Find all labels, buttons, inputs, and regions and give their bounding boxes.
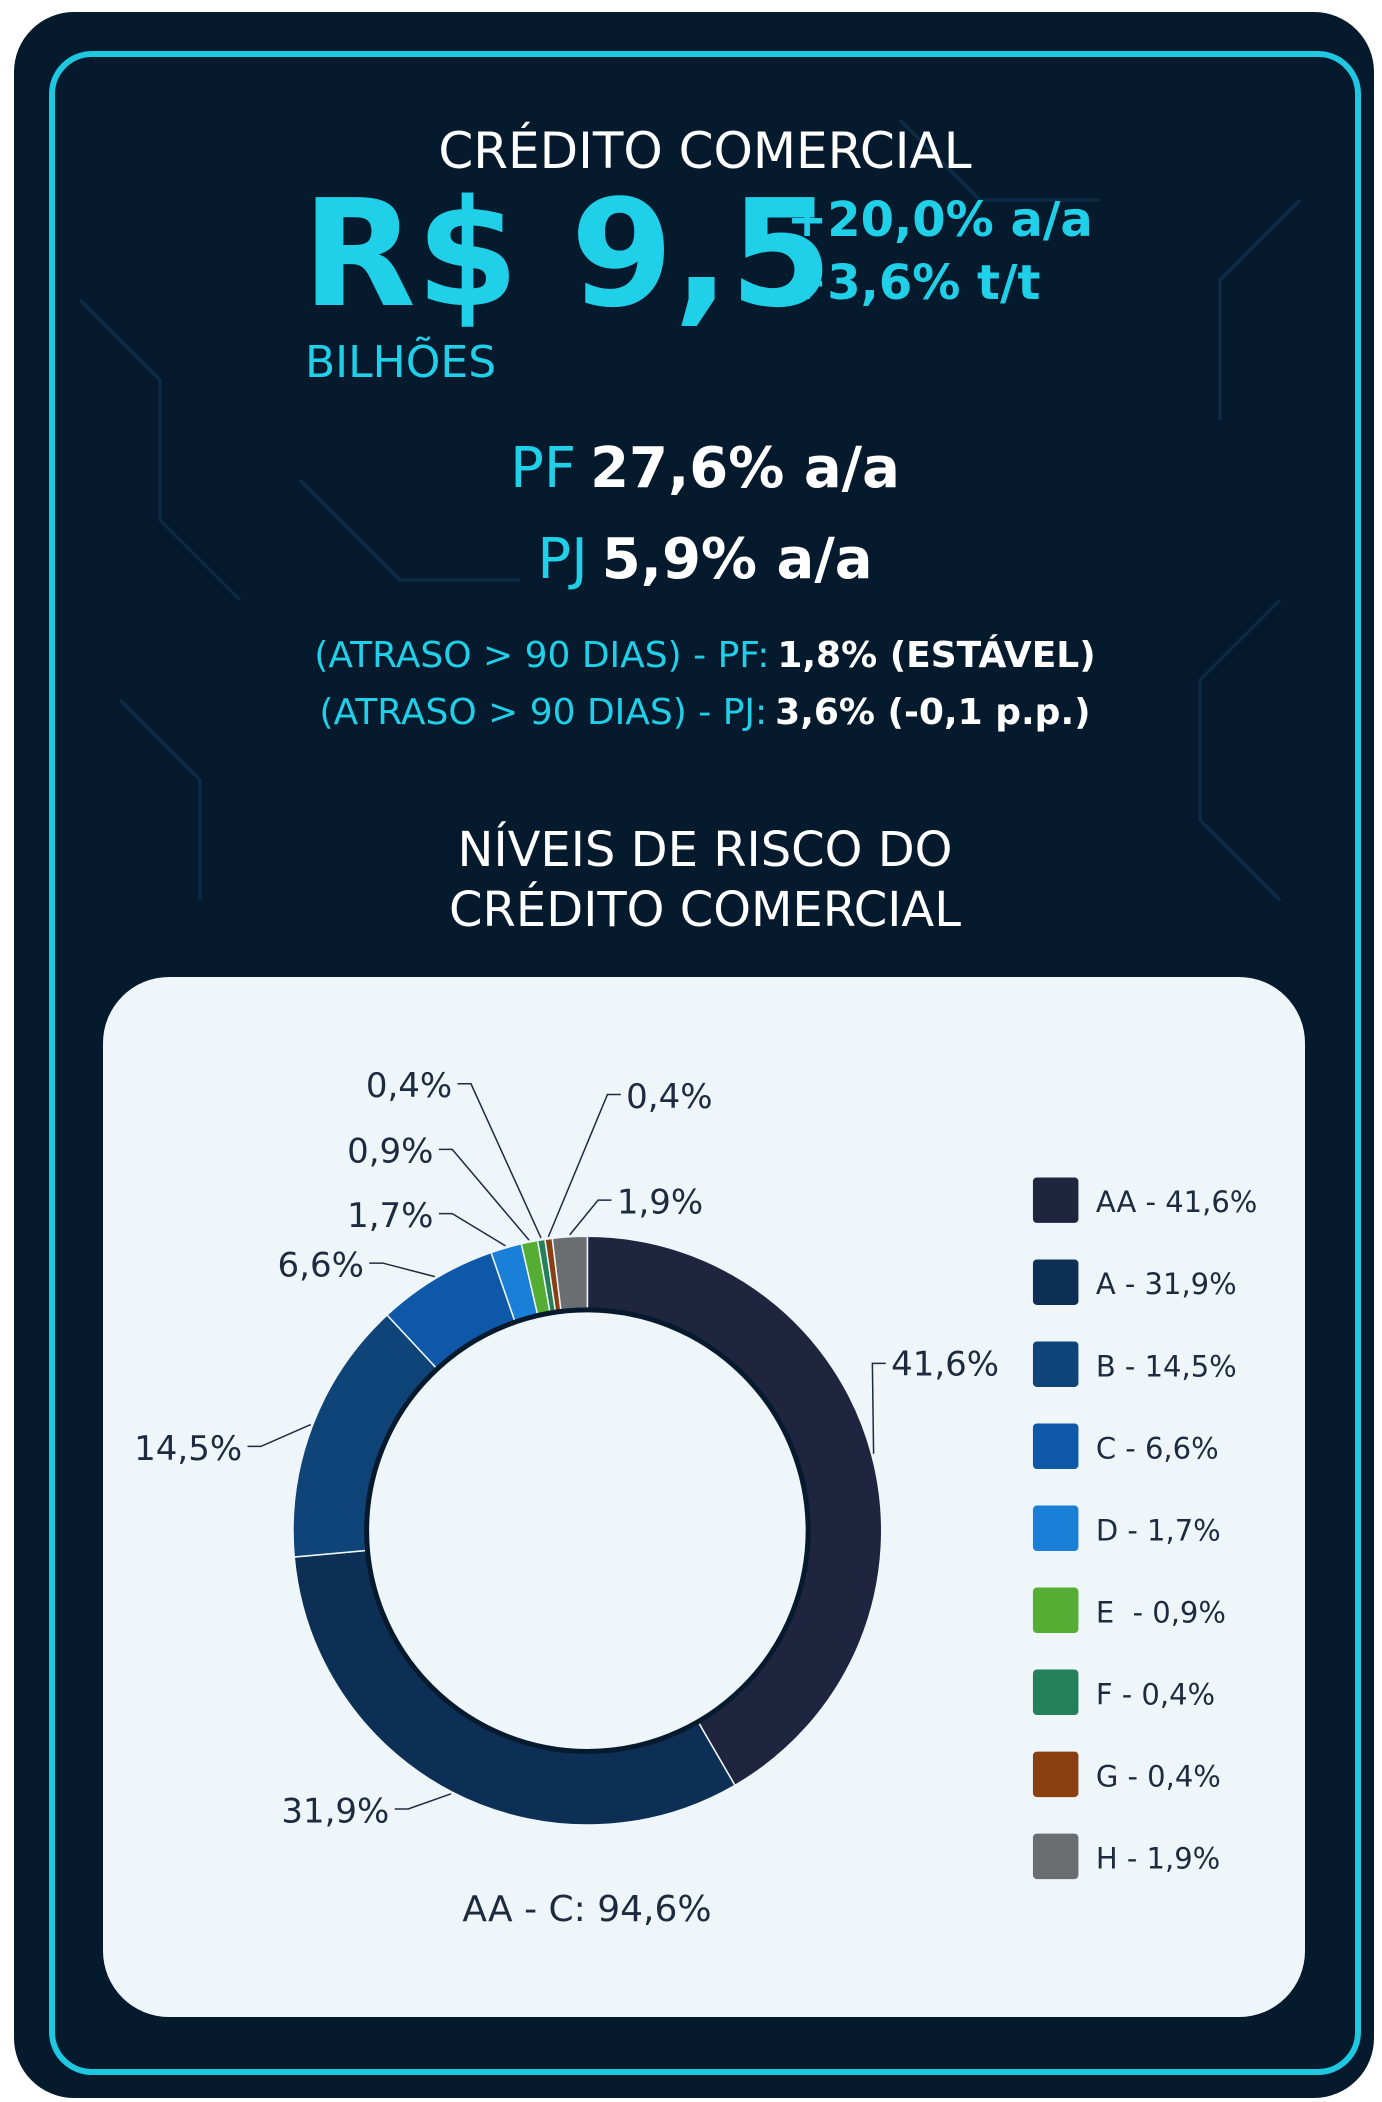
inner-ring <box>364 1307 811 1754</box>
leader-line <box>871 1362 886 1454</box>
segment-pj: PJ 5,9% a/a <box>537 527 872 592</box>
data-label: 14,5% <box>134 1429 242 1469</box>
leader-line <box>247 1423 311 1448</box>
data-label: 1,7% <box>347 1196 433 1236</box>
leader-line <box>394 1793 452 1810</box>
delinquency-label: (ATRASO > 90 DIAS) - PF: <box>314 635 769 676</box>
delinquency-value: 1,8% (ESTÁVEL) <box>777 634 1095 676</box>
segment-pf: PF 27,6% a/a <box>510 436 900 501</box>
legend-label: G - 0,4% <box>1096 1759 1221 1793</box>
leader-line <box>438 1212 506 1247</box>
data-label: 31,9% <box>281 1791 389 1831</box>
leader-line <box>457 1083 542 1239</box>
legend-swatch <box>1032 1259 1079 1305</box>
legend-label: A - 31,9% <box>1096 1267 1237 1301</box>
legend-label: B - 14,5% <box>1096 1349 1237 1383</box>
legend-swatch <box>1032 1341 1079 1387</box>
legend-label: D - 1,7% <box>1096 1513 1221 1547</box>
data-label: 1,9% <box>617 1183 703 1223</box>
legend-swatch <box>1032 1423 1079 1469</box>
delinquency-pj: (ATRASO > 90 DIAS) - PJ: 3,6% (-0,1 p.p.) <box>319 692 1090 733</box>
legend-swatch <box>1032 1751 1079 1798</box>
legend-swatch <box>1032 1505 1079 1552</box>
legend-swatch <box>1032 1833 1079 1880</box>
legend-label: H - 1,9% <box>1096 1841 1220 1875</box>
legend-swatch <box>1032 1587 1079 1634</box>
unit: BILHÕES <box>305 336 496 388</box>
leader-line <box>547 1093 621 1238</box>
legend-label: AA - 41,6% <box>1096 1185 1258 1219</box>
segment-label: PF <box>510 436 576 501</box>
data-label: 6,6% <box>278 1245 364 1285</box>
legend-label: F - 0,4% <box>1096 1677 1215 1711</box>
legend-swatch <box>1032 1669 1079 1716</box>
segment-label: PJ <box>537 527 587 592</box>
leader-line <box>438 1148 530 1241</box>
chart-note: AA - C: 94,6% <box>462 1889 711 1930</box>
delinquency-label: (ATRASO > 90 DIAS) - PJ: <box>319 692 767 733</box>
header-title: CRÉDITO COMERCIAL <box>438 121 971 180</box>
frame <box>49 51 1361 2075</box>
leader-line <box>369 1262 435 1278</box>
data-label: 41,6% <box>891 1344 999 1384</box>
chart-title: NÍVEIS DE RISCO DO <box>458 821 953 878</box>
amount: R$ 9,5 <box>302 168 833 340</box>
legend-label: E - 0,9% <box>1096 1595 1226 1629</box>
growth-yoy: +20,0% a/a <box>787 192 1093 248</box>
segment-value: 27,6% a/a <box>590 436 900 501</box>
delinquency-value: 3,6% (-0,1 p.p.) <box>775 692 1090 733</box>
data-label: 0,9% <box>347 1132 433 1172</box>
legend-swatch <box>1032 1177 1079 1223</box>
segment-value: 5,9% a/a <box>602 527 873 592</box>
leader-line <box>569 1199 612 1236</box>
data-label: 0,4% <box>626 1077 712 1117</box>
circuit-pattern <box>78 118 1302 902</box>
data-label: 0,4% <box>366 1066 452 1106</box>
chart-title: CRÉDITO COMERCIAL <box>449 881 961 938</box>
growth-qoq: +3,6% t/t <box>787 255 1040 311</box>
delinquency-pf: (ATRASO > 90 DIAS) - PF: 1,8% (ESTÁVEL) <box>314 634 1095 676</box>
legend-label: C - 6,6% <box>1096 1431 1219 1465</box>
